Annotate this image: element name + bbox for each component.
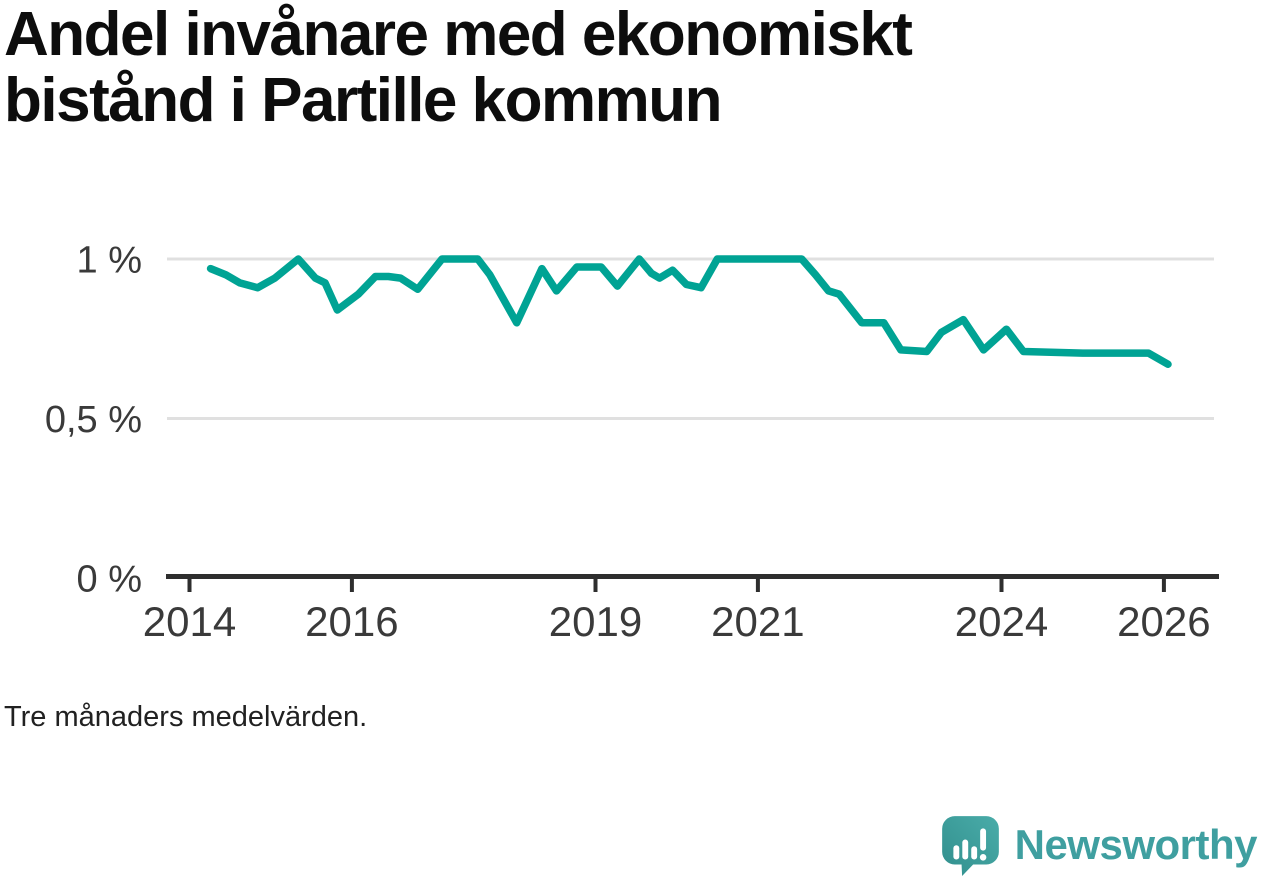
bar-chart-exclamation-glyph xyxy=(952,828,986,860)
y-axis-tick-label: 0,5 % xyxy=(45,399,142,441)
newsworthy-speech-bubble-chart-icon xyxy=(941,816,999,876)
newsworthy-logo: Newsworthy xyxy=(939,813,1258,876)
y-axis-tick-label: 0 % xyxy=(77,559,142,601)
y-axis-labels-group: 1 % 0,5 % 0 % xyxy=(45,240,142,601)
y-axis-tick-label: 1 % xyxy=(77,240,142,282)
x-axis-tick-label: 2026 xyxy=(1117,598,1210,645)
speech-bubble-shape xyxy=(941,816,999,876)
newsworthy-wordmark: Newsworthy xyxy=(1014,820,1258,868)
x-axis-tick-label: 2019 xyxy=(549,598,642,645)
page-title: Andel invånare med ekonomiskt bistånd i … xyxy=(4,0,913,136)
x-axis-group xyxy=(166,574,1219,592)
x-axis-labels-group: 2014 2016 2019 2021 2024 2026 xyxy=(143,598,1211,645)
x-axis-tick-label: 2014 xyxy=(143,598,236,645)
x-axis-tick-label: 2021 xyxy=(711,598,804,645)
data-line xyxy=(206,255,1172,369)
x-axis-tick-label: 2024 xyxy=(955,598,1048,645)
gridlines-group xyxy=(167,257,1214,420)
chart-footnote: Tre månaders medelvärden. xyxy=(4,701,368,733)
x-axis-tick-label: 2016 xyxy=(305,598,398,645)
data-series-group xyxy=(206,255,1172,369)
exclamation-dot xyxy=(979,854,986,861)
